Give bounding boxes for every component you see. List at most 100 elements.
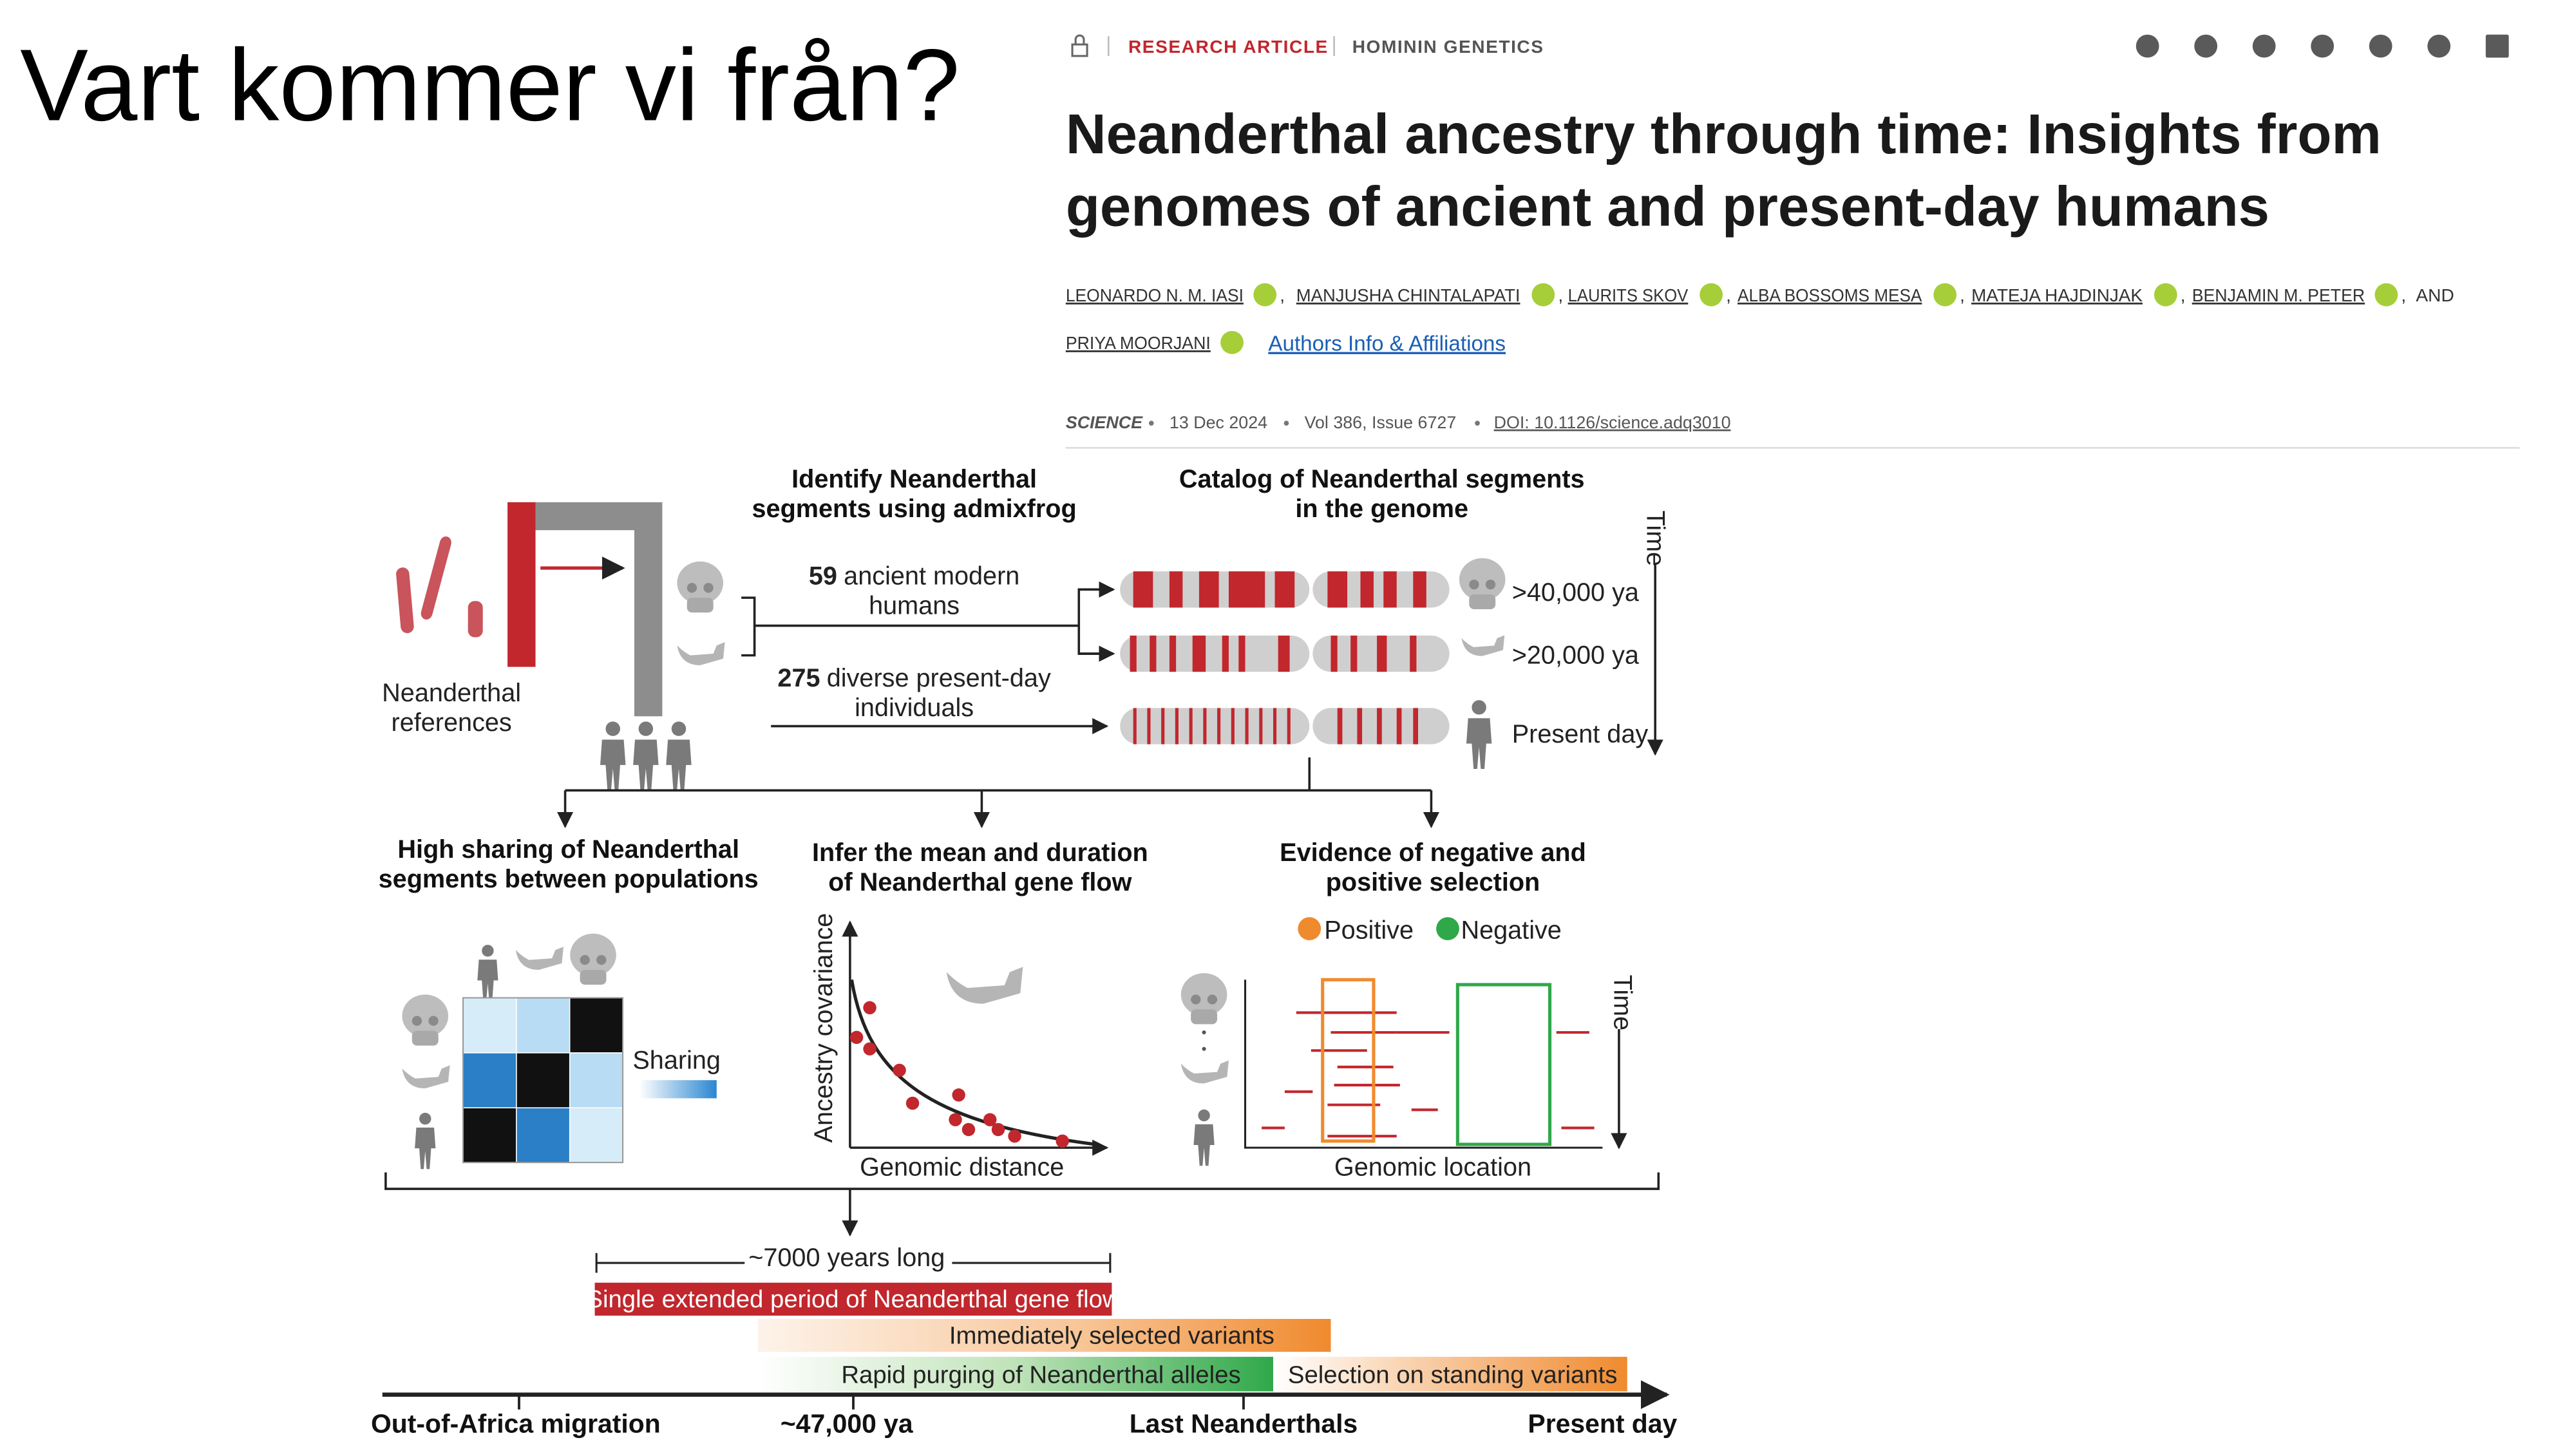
step-title: Catalog of Neanderthal segments (1179, 465, 1585, 493)
neanderthal-segment (1259, 708, 1263, 744)
panel-title: Evidence of negative and (1280, 838, 1586, 867)
x-axis-label: Genomic distance (860, 1153, 1064, 1182)
orcid-icon[interactable] (1531, 283, 1555, 307)
data-point (1056, 1134, 1069, 1148)
heatmap-border (462, 997, 624, 1164)
skull-part (1191, 1009, 1218, 1025)
skull-part (596, 954, 607, 965)
facebook-icon[interactable] (2136, 34, 2159, 58)
sample-count: 275 (777, 664, 820, 692)
orcid-badge[interactable] (1531, 283, 1555, 307)
chromosome-arm (1120, 635, 1310, 672)
person-icon (415, 1112, 436, 1170)
orcid-badge[interactable] (1220, 330, 1244, 354)
skull-part (428, 1016, 439, 1026)
heatmap-cell (569, 1052, 624, 1108)
neanderthal-segment (1175, 708, 1179, 744)
person-icon (477, 945, 498, 1001)
age-label: >40,000 ya (1512, 578, 1640, 607)
reddit-icon[interactable] (2311, 34, 2334, 58)
skull-icon (1180, 973, 1227, 1025)
author-separator: , (2181, 285, 2186, 305)
author[interactable]: LEONARDO N. M. IASI (1066, 285, 1244, 305)
author[interactable]: PRIYA MOORJANI (1066, 333, 1211, 353)
fit-curve (849, 979, 1096, 1146)
chromosome (1120, 571, 1450, 608)
bracket (741, 588, 1107, 657)
jaw-icon (1180, 1060, 1229, 1084)
sample-label: humans (869, 592, 960, 620)
jaw-part (515, 947, 564, 970)
skull-part (402, 994, 449, 1037)
heatmap-cell (569, 997, 624, 1054)
x-icon[interactable] (2194, 34, 2218, 58)
skull-part (687, 598, 714, 613)
panel-title: High sharing of Neanderthal (397, 835, 739, 864)
facebook-share[interactable] (2136, 34, 2159, 58)
orcid-badge[interactable] (2374, 283, 2398, 307)
neanderthal-segment (1278, 635, 1290, 672)
jaw-part (677, 642, 725, 665)
orcid-icon[interactable] (1700, 283, 1723, 307)
step-title: in the genome (1295, 495, 1468, 523)
wechat-icon[interactable] (2369, 34, 2392, 58)
whatsapp-share[interactable] (2427, 34, 2451, 58)
orcid-icon[interactable] (1933, 283, 1957, 307)
jaw-part (1461, 635, 1505, 656)
neanderthal-segment (1413, 708, 1418, 744)
lock-part (1074, 34, 1085, 45)
linkedin-share[interactable] (2252, 34, 2276, 58)
orcid-icon[interactable] (2374, 283, 2398, 307)
email-icon[interactable] (2485, 34, 2509, 58)
milestone-label: Present day (1528, 1408, 1677, 1438)
author[interactable]: MANJUSHA CHINTALAPATI (1296, 285, 1520, 305)
whatsapp-icon[interactable] (2427, 34, 2451, 58)
neanderthal-segment (1327, 571, 1348, 608)
neanderthal-segment (1410, 635, 1417, 672)
email-share[interactable] (2485, 34, 2509, 58)
doi[interactable]: DOI: 10.1126/science.adq3010 (1494, 413, 1731, 432)
category: RESEARCH ARTICLE (1128, 37, 1329, 57)
skull-icon (402, 994, 449, 1046)
authors-info-link[interactable]: Authors Info & Affiliations (1268, 332, 1506, 356)
period-label: Single extended period of Neanderthal ge… (586, 1285, 1121, 1313)
author[interactable]: LAURITS SKOV (1568, 285, 1689, 305)
reddit-share[interactable] (2311, 34, 2334, 58)
orcid-icon[interactable] (1220, 330, 1244, 354)
y-axis-label: Ancestry covariance (810, 913, 838, 1143)
references-label: references (392, 708, 512, 737)
neanderthal-segment (1396, 708, 1402, 744)
references-label: Neanderthal (382, 679, 521, 707)
wechat-share[interactable] (2369, 34, 2392, 58)
author[interactable]: ALBA BOSSOMS MESA (1738, 285, 1922, 305)
data-point (1008, 1129, 1021, 1143)
skull-part (1180, 973, 1227, 1016)
person-icon (1466, 700, 1492, 770)
orcid-icon[interactable] (1253, 283, 1277, 307)
period-bar (594, 1282, 1112, 1316)
neanderthal-segment (1150, 635, 1157, 672)
data-point (983, 1113, 997, 1126)
neanderthal-segment (1377, 635, 1387, 672)
data-point (961, 1122, 976, 1137)
orcid-icon[interactable] (2154, 283, 2177, 307)
orcid-badge[interactable] (1933, 283, 1957, 307)
person-part (482, 945, 494, 957)
skull-part (412, 1016, 422, 1026)
data-point (863, 1042, 876, 1056)
orcid-badge[interactable] (1700, 283, 1723, 307)
meta-bullet (1475, 421, 1480, 426)
linkedin-icon[interactable] (2252, 34, 2276, 58)
person-part (666, 739, 692, 791)
orcid-badge[interactable] (1253, 283, 1277, 307)
orcid-badge[interactable] (2154, 283, 2177, 307)
author[interactable]: BENJAMIN M. PETER (2192, 285, 2365, 305)
skull-icon (677, 561, 724, 613)
skull-part (703, 583, 714, 593)
neanderthal-segment (1203, 708, 1207, 744)
author-separator: , (1726, 285, 1731, 305)
author[interactable]: MATEJA HAJDINJAK (1971, 285, 2143, 305)
skull-part (1485, 580, 1496, 590)
x-share[interactable] (2194, 34, 2218, 58)
